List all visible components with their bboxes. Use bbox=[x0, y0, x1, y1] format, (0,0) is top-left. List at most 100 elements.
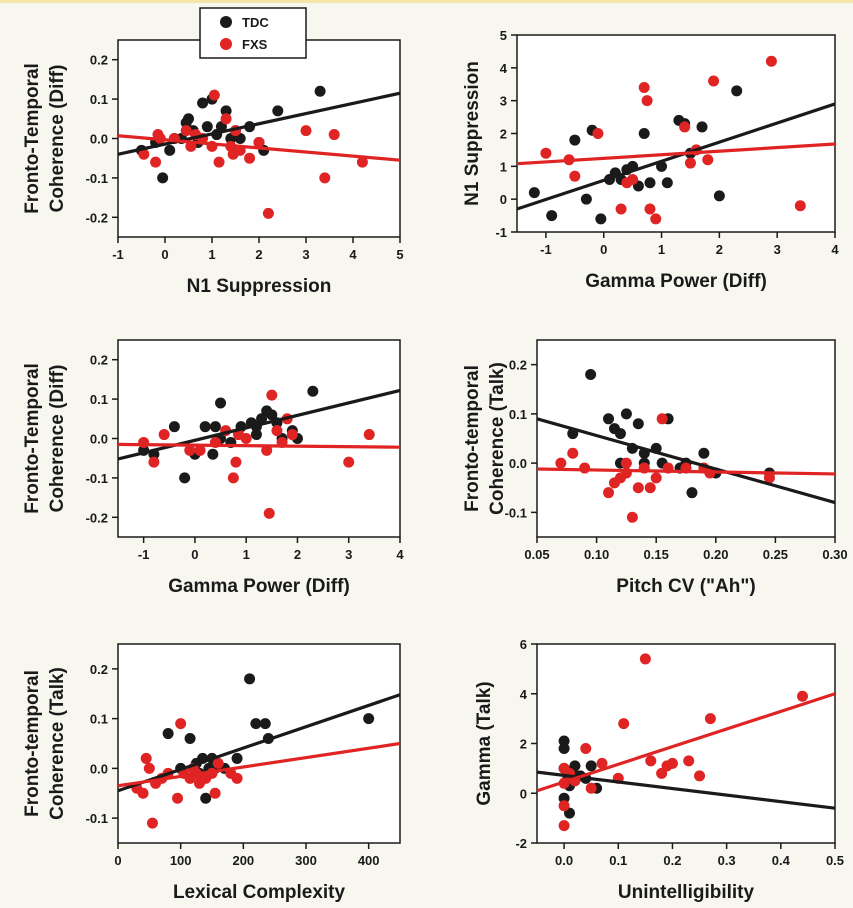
data-point-fxs bbox=[227, 472, 239, 484]
data-point-fxs bbox=[137, 787, 149, 799]
data-point-tdc bbox=[215, 397, 227, 409]
data-point-fxs bbox=[172, 792, 184, 804]
data-point-tdc bbox=[614, 428, 626, 440]
data-point-tdc bbox=[197, 97, 209, 109]
data-point-tdc bbox=[638, 128, 650, 139]
chart-panel-5: 0 100 200 300 400 0.2 0.1 0.0 -0.1 Lexical Comple… bbox=[22, 643, 401, 903]
x-tick-label: 3 bbox=[774, 242, 781, 257]
data-point-tdc bbox=[250, 429, 262, 441]
fit-line-fxs bbox=[118, 134, 400, 162]
y-tick-label: 0.1 bbox=[509, 407, 527, 422]
data-point-fxs bbox=[138, 148, 150, 160]
data-point-fxs bbox=[615, 203, 627, 215]
data-point-fxs bbox=[639, 653, 651, 665]
y-axis-title: Gamma (Talk) bbox=[474, 681, 495, 805]
y-tick-label: 5 bbox=[500, 28, 507, 43]
y-tick-label: 0 bbox=[520, 786, 527, 801]
data-point-fxs bbox=[184, 444, 196, 456]
data-point-tdc bbox=[199, 421, 211, 433]
data-point-tdc bbox=[220, 105, 232, 117]
data-point-fxs bbox=[343, 456, 355, 468]
data-point-fxs bbox=[580, 742, 592, 754]
data-point-fxs bbox=[558, 800, 570, 812]
data-point-fxs bbox=[180, 125, 192, 137]
data-point-fxs bbox=[763, 472, 775, 484]
data-point-fxs bbox=[230, 456, 242, 468]
x-tick-label: 0 bbox=[191, 547, 198, 562]
data-point-fxs bbox=[263, 507, 275, 519]
y-axis-title: Coherence (Talk) bbox=[47, 667, 68, 820]
legend-label-fxs: FXS bbox=[242, 37, 268, 52]
x-tick-label: 0 bbox=[114, 853, 121, 868]
legend-marker-tdc bbox=[220, 16, 232, 28]
y-tick-label: 0.0 bbox=[509, 456, 527, 471]
data-point-fxs bbox=[213, 156, 225, 168]
data-point-tdc bbox=[363, 713, 375, 725]
data-point-tdc bbox=[569, 134, 581, 146]
legend-marker-fxs bbox=[220, 38, 232, 50]
x-tick-label: -1 bbox=[138, 547, 150, 562]
x-tick-label: 300 bbox=[295, 853, 317, 868]
y-tick-label: 4 bbox=[520, 687, 528, 702]
data-point-fxs bbox=[253, 136, 265, 148]
data-point-fxs bbox=[644, 482, 656, 494]
data-point-tdc bbox=[307, 385, 319, 397]
y-tick-label: 3 bbox=[500, 94, 507, 109]
top-accent-bar bbox=[0, 0, 853, 3]
data-point-tdc bbox=[585, 368, 597, 380]
data-point-fxs bbox=[645, 755, 657, 767]
y-axis-title: Coherence (Diff) bbox=[47, 365, 68, 513]
y-tick-label: 0.1 bbox=[90, 392, 108, 407]
x-tick-label: 4 bbox=[349, 247, 357, 262]
y-tick-label: -2 bbox=[515, 836, 527, 851]
data-point-fxs bbox=[300, 125, 312, 137]
y-tick-label: -0.1 bbox=[86, 171, 108, 186]
data-point-tdc bbox=[731, 85, 743, 97]
fit-line-tdc bbox=[118, 388, 400, 461]
fit-line-tdc bbox=[537, 770, 835, 810]
y-tick-label: 4 bbox=[500, 61, 508, 76]
y-axis-title: Fronto-temporal bbox=[462, 365, 483, 512]
y-tick-label: -0.2 bbox=[86, 510, 108, 525]
data-point-fxs bbox=[684, 157, 696, 169]
x-tick-label: 0.3 bbox=[718, 853, 736, 868]
data-point-tdc bbox=[266, 409, 278, 421]
x-tick-label: 1 bbox=[208, 247, 215, 262]
data-point-fxs bbox=[266, 389, 278, 401]
data-point-tdc bbox=[168, 421, 180, 433]
y-tick-label: 1 bbox=[500, 159, 507, 174]
data-point-fxs bbox=[148, 456, 160, 468]
x-tick-label: 0.1 bbox=[609, 853, 627, 868]
x-tick-label: 3 bbox=[345, 547, 352, 562]
data-point-tdc bbox=[632, 418, 644, 430]
chart-panel-2: -1 0 1 2 3 4 5 4 3 2 1 0 -1 Gamma Power (Diff) N1 Supp… bbox=[462, 28, 839, 292]
y-axis-title: Coherence (Talk) bbox=[487, 362, 508, 515]
data-point-fxs bbox=[638, 82, 650, 94]
data-point-fxs bbox=[212, 757, 224, 769]
data-point-tdc bbox=[200, 792, 212, 804]
data-point-fxs bbox=[627, 173, 639, 185]
fit-line-tdc bbox=[537, 417, 835, 505]
y-axis-title: N1 Suppression bbox=[462, 61, 483, 206]
y-tick-label: -0.1 bbox=[86, 811, 108, 826]
fit-line-fxs bbox=[537, 467, 835, 476]
plot-frame bbox=[536, 339, 836, 538]
x-tick-label: 200 bbox=[232, 853, 254, 868]
legend-label-tdc: TDC bbox=[242, 15, 269, 30]
x-tick-label: 0 bbox=[161, 247, 168, 262]
data-point-fxs bbox=[702, 154, 714, 166]
data-point-fxs bbox=[558, 820, 570, 832]
data-point-tdc bbox=[696, 121, 708, 133]
x-tick-label: 400 bbox=[358, 853, 380, 868]
data-point-fxs bbox=[208, 89, 220, 101]
data-point-tdc bbox=[179, 472, 191, 484]
x-tick-label: 1 bbox=[243, 547, 250, 562]
x-tick-label: 3 bbox=[302, 247, 309, 262]
data-point-tdc bbox=[162, 728, 174, 740]
legend: TDC FXS bbox=[199, 7, 307, 59]
data-point-fxs bbox=[585, 782, 597, 794]
fit-line-fxs bbox=[537, 692, 835, 793]
data-point-fxs bbox=[704, 713, 716, 725]
x-axis-title: Lexical Complexity bbox=[173, 882, 346, 903]
legend-box bbox=[199, 7, 307, 59]
